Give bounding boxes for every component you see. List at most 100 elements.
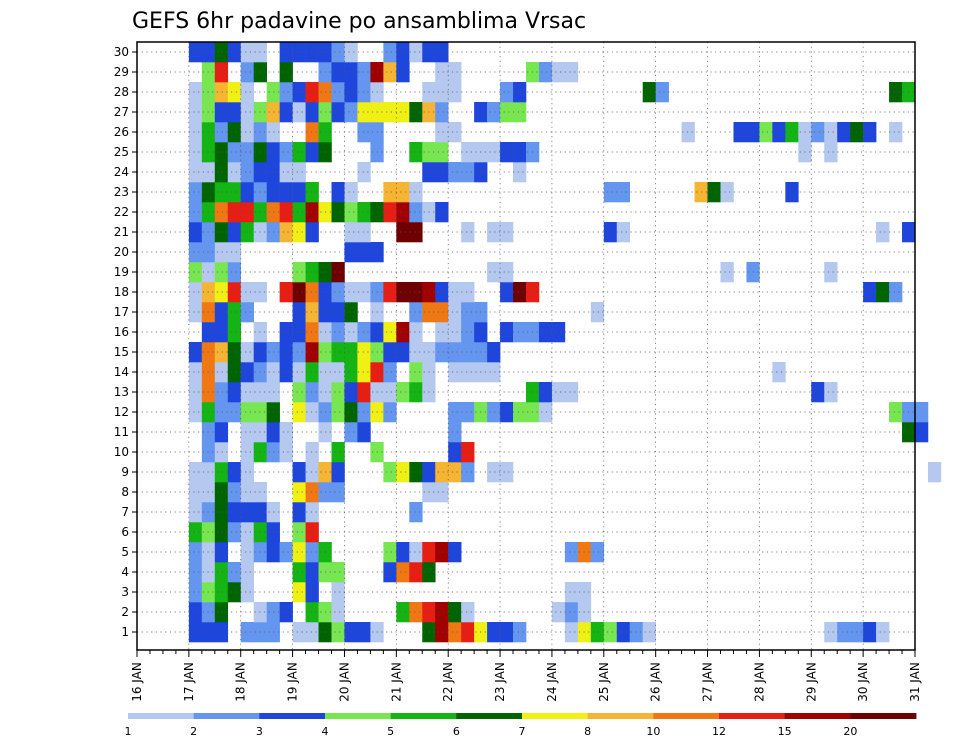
heatmap-cell [279, 182, 293, 203]
heatmap-cell [331, 102, 345, 123]
legend: 1 2 3 4 5 6 7 8 10 12 15 20 [125, 713, 917, 738]
heatmap-cell [227, 462, 242, 483]
x-tick-label: 25 JAN [597, 662, 611, 702]
heatmap-cell [292, 542, 306, 563]
legend-label: 2 [190, 725, 197, 738]
heatmap-cell [240, 222, 254, 243]
y-tick-label: 4 [121, 565, 129, 579]
heatmap-cell [616, 622, 631, 643]
heatmap-cell [305, 362, 319, 383]
heatmap-cell [305, 522, 319, 543]
heatmap-cell [513, 622, 527, 643]
heatmap-cell [889, 402, 903, 423]
heatmap-cell [331, 322, 345, 343]
heatmap-cell [551, 602, 566, 623]
heatmap-cell [513, 282, 527, 303]
heatmap-cell [448, 462, 462, 483]
heatmap-cell [331, 302, 345, 323]
heatmap-cell [227, 302, 242, 323]
heatmap-cell [500, 142, 514, 163]
heatmap-cell [188, 462, 203, 483]
heatmap-cell [448, 622, 462, 643]
heatmap-cell [188, 342, 203, 363]
heatmap-cell [292, 402, 306, 423]
y-tick-label: 11 [114, 425, 129, 439]
y-tick-label: 29 [114, 65, 129, 79]
heatmap-cell [292, 42, 306, 63]
heatmap-cell [227, 222, 242, 243]
heatmap-cell [383, 282, 397, 303]
heatmap-cell [240, 162, 254, 183]
heatmap-cell [357, 242, 371, 263]
heatmap-cell [513, 402, 527, 423]
heatmap-cell [461, 442, 475, 463]
heatmap-cell [655, 82, 669, 103]
heatmap-cell [279, 422, 293, 443]
heatmap-cell [240, 362, 254, 383]
heatmap-cell [551, 62, 566, 83]
heatmap-cell [448, 322, 462, 343]
x-tick-label: 21 JAN [389, 662, 403, 702]
heatmap-cell [383, 562, 397, 583]
heatmap-cell [435, 482, 449, 503]
y-tick-label: 21 [114, 225, 129, 239]
heatmap-cell [292, 162, 306, 183]
heatmap-cell [461, 162, 475, 183]
x-tick-label: 28 JAN [752, 662, 766, 702]
heatmap-cell [214, 402, 229, 423]
heatmap-cell [435, 342, 449, 363]
heatmap-cell [240, 282, 254, 303]
heatmap-cell [240, 542, 254, 563]
heatmap-cell [889, 122, 903, 143]
heatmap-cell [837, 622, 851, 643]
heatmap-cell [409, 282, 423, 303]
legend-label: 4 [322, 725, 329, 738]
heatmap-cell [279, 62, 293, 83]
x-tick-label: 23 JAN [493, 662, 507, 702]
heatmap-cell [344, 342, 358, 363]
heatmap-cell [487, 462, 501, 483]
heatmap-cell [292, 262, 306, 283]
heatmap-cell [331, 202, 345, 223]
heatmap-cell [188, 362, 203, 383]
heatmap-cell [681, 122, 695, 143]
heatmap-cell [227, 342, 242, 363]
heatmap-cell [188, 622, 203, 643]
heatmap-cell [396, 222, 410, 243]
heatmap-cell [915, 422, 929, 443]
heatmap-cell [214, 382, 229, 403]
heatmap-cell [240, 462, 254, 483]
heatmap-cell [500, 622, 514, 643]
heatmap-cell [214, 542, 229, 563]
heatmap-cell [344, 222, 358, 243]
legend-swatch [325, 713, 392, 719]
y-tick-label: 20 [114, 245, 129, 259]
heatmap-cell [305, 442, 319, 463]
y-axis: 1234567891011121314151617181920212223242… [114, 45, 137, 639]
heatmap-cell [214, 122, 229, 143]
heatmap-cell [305, 462, 319, 483]
heatmap-cell [227, 162, 242, 183]
heatmap-cell [357, 402, 371, 423]
heatmap-cell [357, 222, 371, 243]
heatmap-cell [383, 402, 397, 423]
heatmap-cell [409, 202, 423, 223]
legend-swatch [128, 713, 195, 719]
heatmap-cell [487, 342, 501, 363]
heatmap-cell [331, 482, 345, 503]
heatmap-cell [889, 82, 903, 103]
legend-swatch [456, 713, 523, 719]
heatmap-cell [188, 122, 203, 143]
heatmap-cell [344, 362, 358, 383]
heatmap-cell [227, 262, 242, 283]
heatmap-cell [396, 62, 410, 83]
heatmap-cell [487, 222, 501, 243]
heatmap-cell [331, 402, 345, 423]
heatmap-cell [292, 342, 306, 363]
heatmap-cell [435, 622, 449, 643]
heatmap-cell [500, 222, 514, 243]
heatmap-cell [331, 582, 345, 603]
heatmap-cell [824, 622, 838, 643]
heatmap-cell [500, 102, 514, 123]
heatmap-cell [409, 362, 423, 383]
